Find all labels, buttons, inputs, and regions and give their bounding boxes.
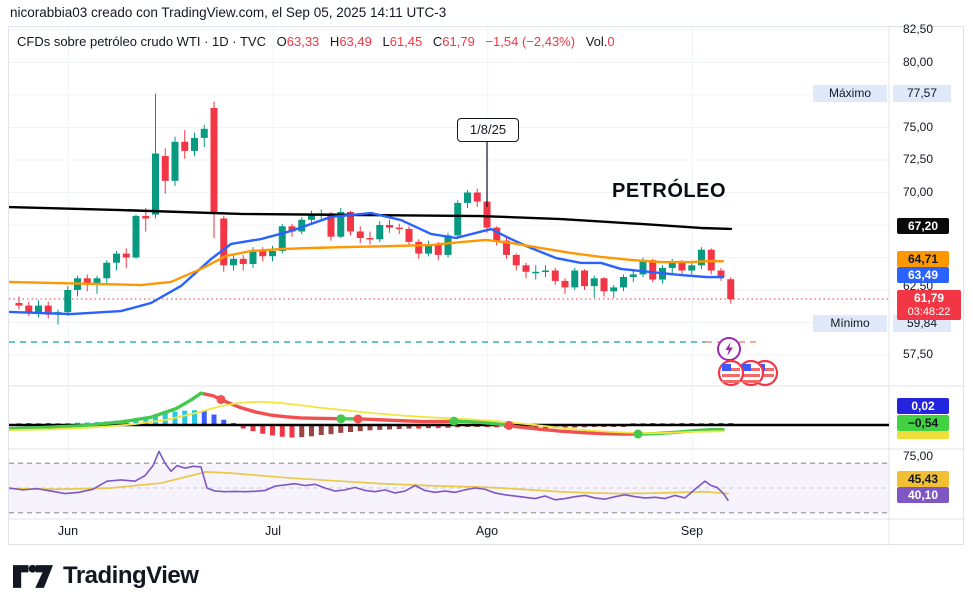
symbol-legend[interactable]: CFDs sobre petróleo crudo WTI · 1D · TVC…: [17, 34, 615, 49]
high-value: 63,49: [339, 34, 372, 49]
month-label-jul: Jul: [265, 524, 281, 538]
month-label-sep: Sep: [680, 524, 704, 538]
minimo-tag: Mínimo: [813, 315, 887, 332]
alert-lightning-icon[interactable]: [716, 336, 742, 362]
rsi-indicator[interactable]: [9, 450, 729, 502]
price-tick: 72,50: [903, 152, 934, 166]
tradingview-logo-mark: [13, 564, 53, 588]
bar-countdown: 03:48:22: [907, 306, 951, 318]
maximo-value: 77,57: [893, 85, 951, 102]
attribution-text: nicorabbia03 creado con TradingView.com,…: [10, 5, 447, 20]
last-price-badge: 61,79 03:48:22: [897, 290, 961, 320]
low-value: 61,45: [389, 34, 423, 49]
price-tick: 80,00: [903, 55, 934, 69]
rsi-band: [9, 462, 889, 514]
macd-line-badge: −0,54: [897, 415, 949, 431]
ma-orange-price-badge: 64,71: [897, 251, 949, 267]
price-tick: 57,50: [903, 347, 934, 361]
month-label-jun: Jun: [57, 524, 79, 538]
price-axis[interactable]: 82,50 80,00 75,00 72,50 70,00 62,50 57,5…: [889, 22, 965, 546]
macd-hist-badge: 0,02: [897, 398, 949, 414]
grid: [9, 27, 889, 519]
symbol-title[interactable]: CFDs sobre petróleo crudo WTI · 1D · TVC: [17, 34, 266, 49]
separators: [9, 27, 965, 546]
last-price-value: 61,79: [913, 291, 945, 305]
close-label: C: [432, 34, 443, 49]
tradingview-footer-logo[interactable]: TradingView: [13, 556, 313, 596]
month-label-ago: Ago: [475, 524, 499, 538]
low-label: L: [382, 34, 390, 49]
ma-blue-price-badge: 63,49: [897, 267, 949, 283]
chart-frame: CFDs sobre petróleo crudo WTI · 1D · TVC…: [8, 22, 965, 546]
open-label: O: [276, 34, 287, 49]
volume-label: Vol.: [585, 34, 608, 49]
maximo-tag: Máximo: [813, 85, 887, 102]
open-value: 63,33: [286, 34, 320, 49]
date-annotation-callout[interactable]: 1/8/25: [457, 118, 519, 142]
petroleo-text-drawing[interactable]: PETRÓLEO: [612, 180, 727, 202]
price-tick: 82,50: [903, 22, 934, 36]
rsi-line-badge: 40,10: [897, 487, 949, 503]
close-value: 61,79: [442, 34, 475, 49]
chart-canvas[interactable]: [9, 27, 965, 546]
price-tick: 70,00: [903, 185, 934, 199]
rsi-tick: 75,00: [903, 449, 934, 463]
macd-indicator[interactable]: [9, 391, 889, 439]
flag-2: [737, 359, 765, 387]
us-flag-events-icon[interactable]: [709, 358, 781, 388]
volume-value: 0: [607, 34, 615, 49]
time-axis[interactable]: Jun Jul Ago Sep: [9, 524, 889, 544]
change-value: −1,54 (−2,43%): [485, 34, 576, 49]
flag-1: [717, 359, 745, 387]
ma-black-price-badge: 67,20: [897, 218, 949, 234]
high-label: H: [329, 34, 340, 49]
moving-averages: [9, 205, 733, 316]
macd-signal-badge-sliver: [897, 431, 949, 439]
price-tick: 75,00: [903, 120, 934, 134]
rsi-ma-badge: 45,43: [897, 471, 949, 487]
tradingview-brand-text: TradingView: [63, 562, 199, 589]
